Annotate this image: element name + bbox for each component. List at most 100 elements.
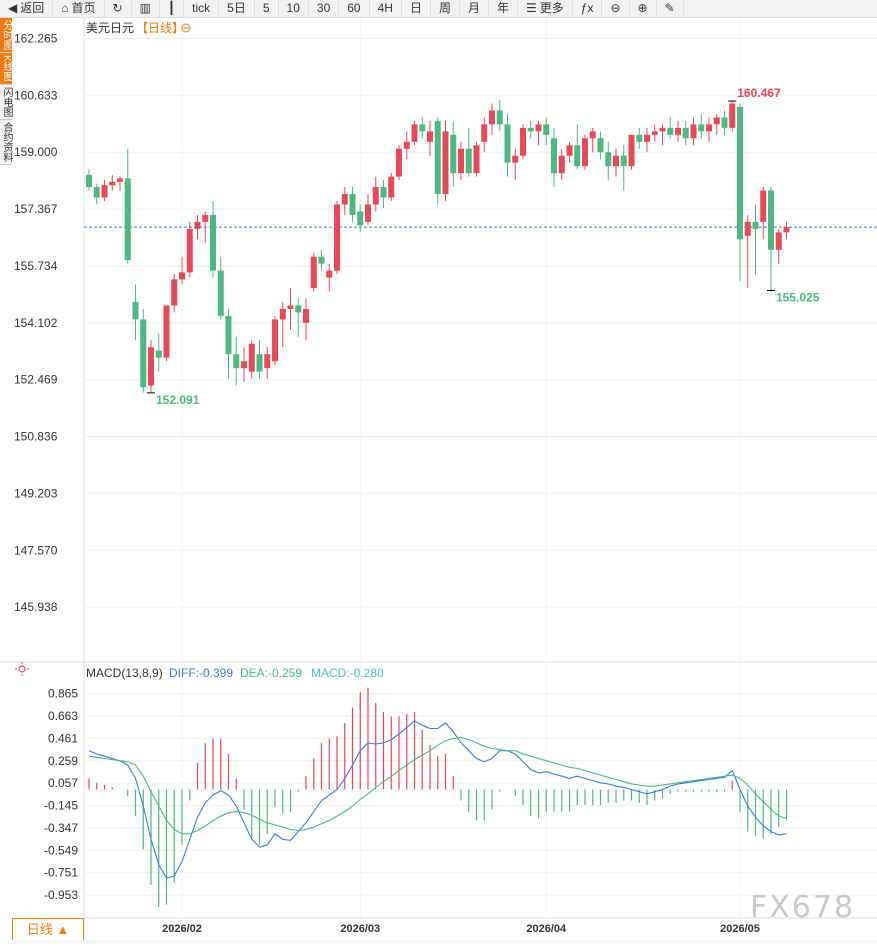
candle (744, 214, 751, 289)
candle (349, 187, 356, 222)
candle (334, 200, 340, 275)
candle (318, 249, 325, 271)
candle (543, 117, 550, 146)
zoom-out-icon: ⊖ (610, 1, 621, 15)
toolbar-item-3[interactable]: ▥ (132, 0, 160, 17)
candle (109, 174, 116, 191)
macd-axis-tick: 0.057 (48, 776, 78, 790)
bar-chart-icon: ▥ (139, 1, 151, 15)
candle (613, 148, 619, 177)
toolbar-item-10[interactable]: 60 (339, 0, 370, 17)
candle (605, 141, 612, 181)
candle (589, 127, 596, 153)
chart-symbol: 美元日元 (86, 21, 134, 35)
macd-macd-value: MACD:-0.280 (311, 666, 384, 680)
candle (729, 101, 736, 132)
candlestick-series (86, 100, 790, 393)
price-axis-tick: 162.265 (14, 32, 58, 46)
toolbar-item-label: 10 (286, 1, 300, 15)
candle (768, 187, 774, 291)
toolbar-item-7[interactable]: 5 (255, 0, 279, 17)
candle (620, 145, 627, 191)
candle (295, 298, 302, 337)
candle (179, 256, 185, 285)
candle (427, 120, 433, 156)
candle (481, 117, 488, 153)
toolbar-item-5[interactable]: tick (184, 0, 220, 17)
candle (582, 134, 588, 170)
candle (698, 113, 705, 139)
macd-axis-tick: 0.663 (48, 709, 78, 723)
chart-period: 【日线】 (136, 21, 184, 35)
sun-settings-icon[interactable] (15, 662, 29, 676)
toolbar-item-12[interactable]: 日 (402, 0, 431, 17)
extreme-label: 160.467 (737, 86, 781, 100)
candle (690, 117, 697, 146)
candle (365, 194, 371, 226)
sidebar-tab-0[interactable]: 分时图 (0, 18, 12, 53)
sidebar-tab-2[interactable]: 闪电图 (0, 84, 12, 120)
candle (132, 284, 139, 341)
sidebar-tab-3[interactable]: 合约资料 (0, 119, 12, 165)
candle (721, 110, 728, 135)
pencil-icon: ✎ (664, 1, 675, 15)
candle (527, 120, 534, 139)
toolbar-item-label: 首页 (71, 1, 96, 15)
candle (682, 120, 689, 146)
candle (496, 100, 503, 132)
toolbar-item-9[interactable]: 30 (309, 0, 340, 17)
candle (752, 204, 759, 275)
macd-axis-tick: -0.145 (44, 799, 78, 813)
candle (713, 113, 720, 135)
sidebar: 分时图 K线图 闪电图 合约资料 (0, 18, 12, 233)
toolbar-item-16[interactable]: ☰ 更多 (518, 0, 573, 17)
candle (202, 211, 209, 243)
candle (117, 176, 123, 191)
toolbar-item-17[interactable]: ƒx (573, 0, 603, 17)
toolbar-item-2[interactable]: ↻ (105, 0, 132, 17)
toolbar-item-1[interactable]: ⌂ 首页 (53, 0, 105, 17)
macd-dea-value: DEA:-0.259 (240, 666, 302, 680)
toolbar-item-15[interactable]: 年 (489, 0, 519, 17)
bottom-strip (12, 940, 877, 944)
candle (101, 180, 108, 201)
candle (434, 117, 441, 205)
extreme-label: 155.025 (776, 290, 820, 304)
candle (775, 228, 782, 264)
settings-circle-icon[interactable] (181, 23, 191, 33)
toolbar-item-13[interactable]: 周 (431, 0, 460, 17)
candle (380, 180, 387, 208)
toolbar-item-18[interactable]: ⊖ (602, 0, 630, 17)
macd-axis-tick: -0.347 (44, 821, 78, 835)
toolbar-item-8[interactable]: 10 (279, 0, 309, 17)
candle (659, 124, 666, 146)
candle (163, 305, 170, 362)
toolbar-item-4[interactable]: ┃ (160, 0, 185, 17)
toolbar-item-label: tick (192, 1, 211, 15)
candle (450, 120, 457, 188)
toolbar-item-19[interactable]: ⊕ (630, 0, 657, 17)
candle (512, 148, 519, 181)
candle (341, 187, 348, 215)
candle (558, 148, 565, 181)
toolbar-item-11[interactable]: 4H (370, 0, 402, 17)
toolbar-item-label: 4H (377, 1, 393, 15)
candle (279, 301, 286, 348)
toolbar-item-14[interactable]: 月 (460, 0, 489, 17)
toolbar-item-label: 30 (316, 1, 331, 15)
period-selector-button[interactable]: 日线 ▲ (12, 918, 84, 942)
toolbar-item-0[interactable]: ◀ 返回 (0, 0, 54, 17)
sidebar-tab-1[interactable]: K线图 (0, 53, 12, 85)
candle (124, 148, 131, 264)
macd-axis-tick: 0.865 (48, 687, 78, 701)
candle (574, 124, 581, 170)
price-axis-tick: 155.734 (14, 259, 58, 273)
candle (171, 274, 178, 313)
candle (310, 253, 317, 292)
toolbar-item-6[interactable]: 5日 (219, 0, 255, 17)
candle (248, 340, 255, 379)
candle (303, 298, 309, 341)
candle (636, 127, 643, 149)
toolbar-item-20[interactable]: ✎ (657, 0, 684, 17)
